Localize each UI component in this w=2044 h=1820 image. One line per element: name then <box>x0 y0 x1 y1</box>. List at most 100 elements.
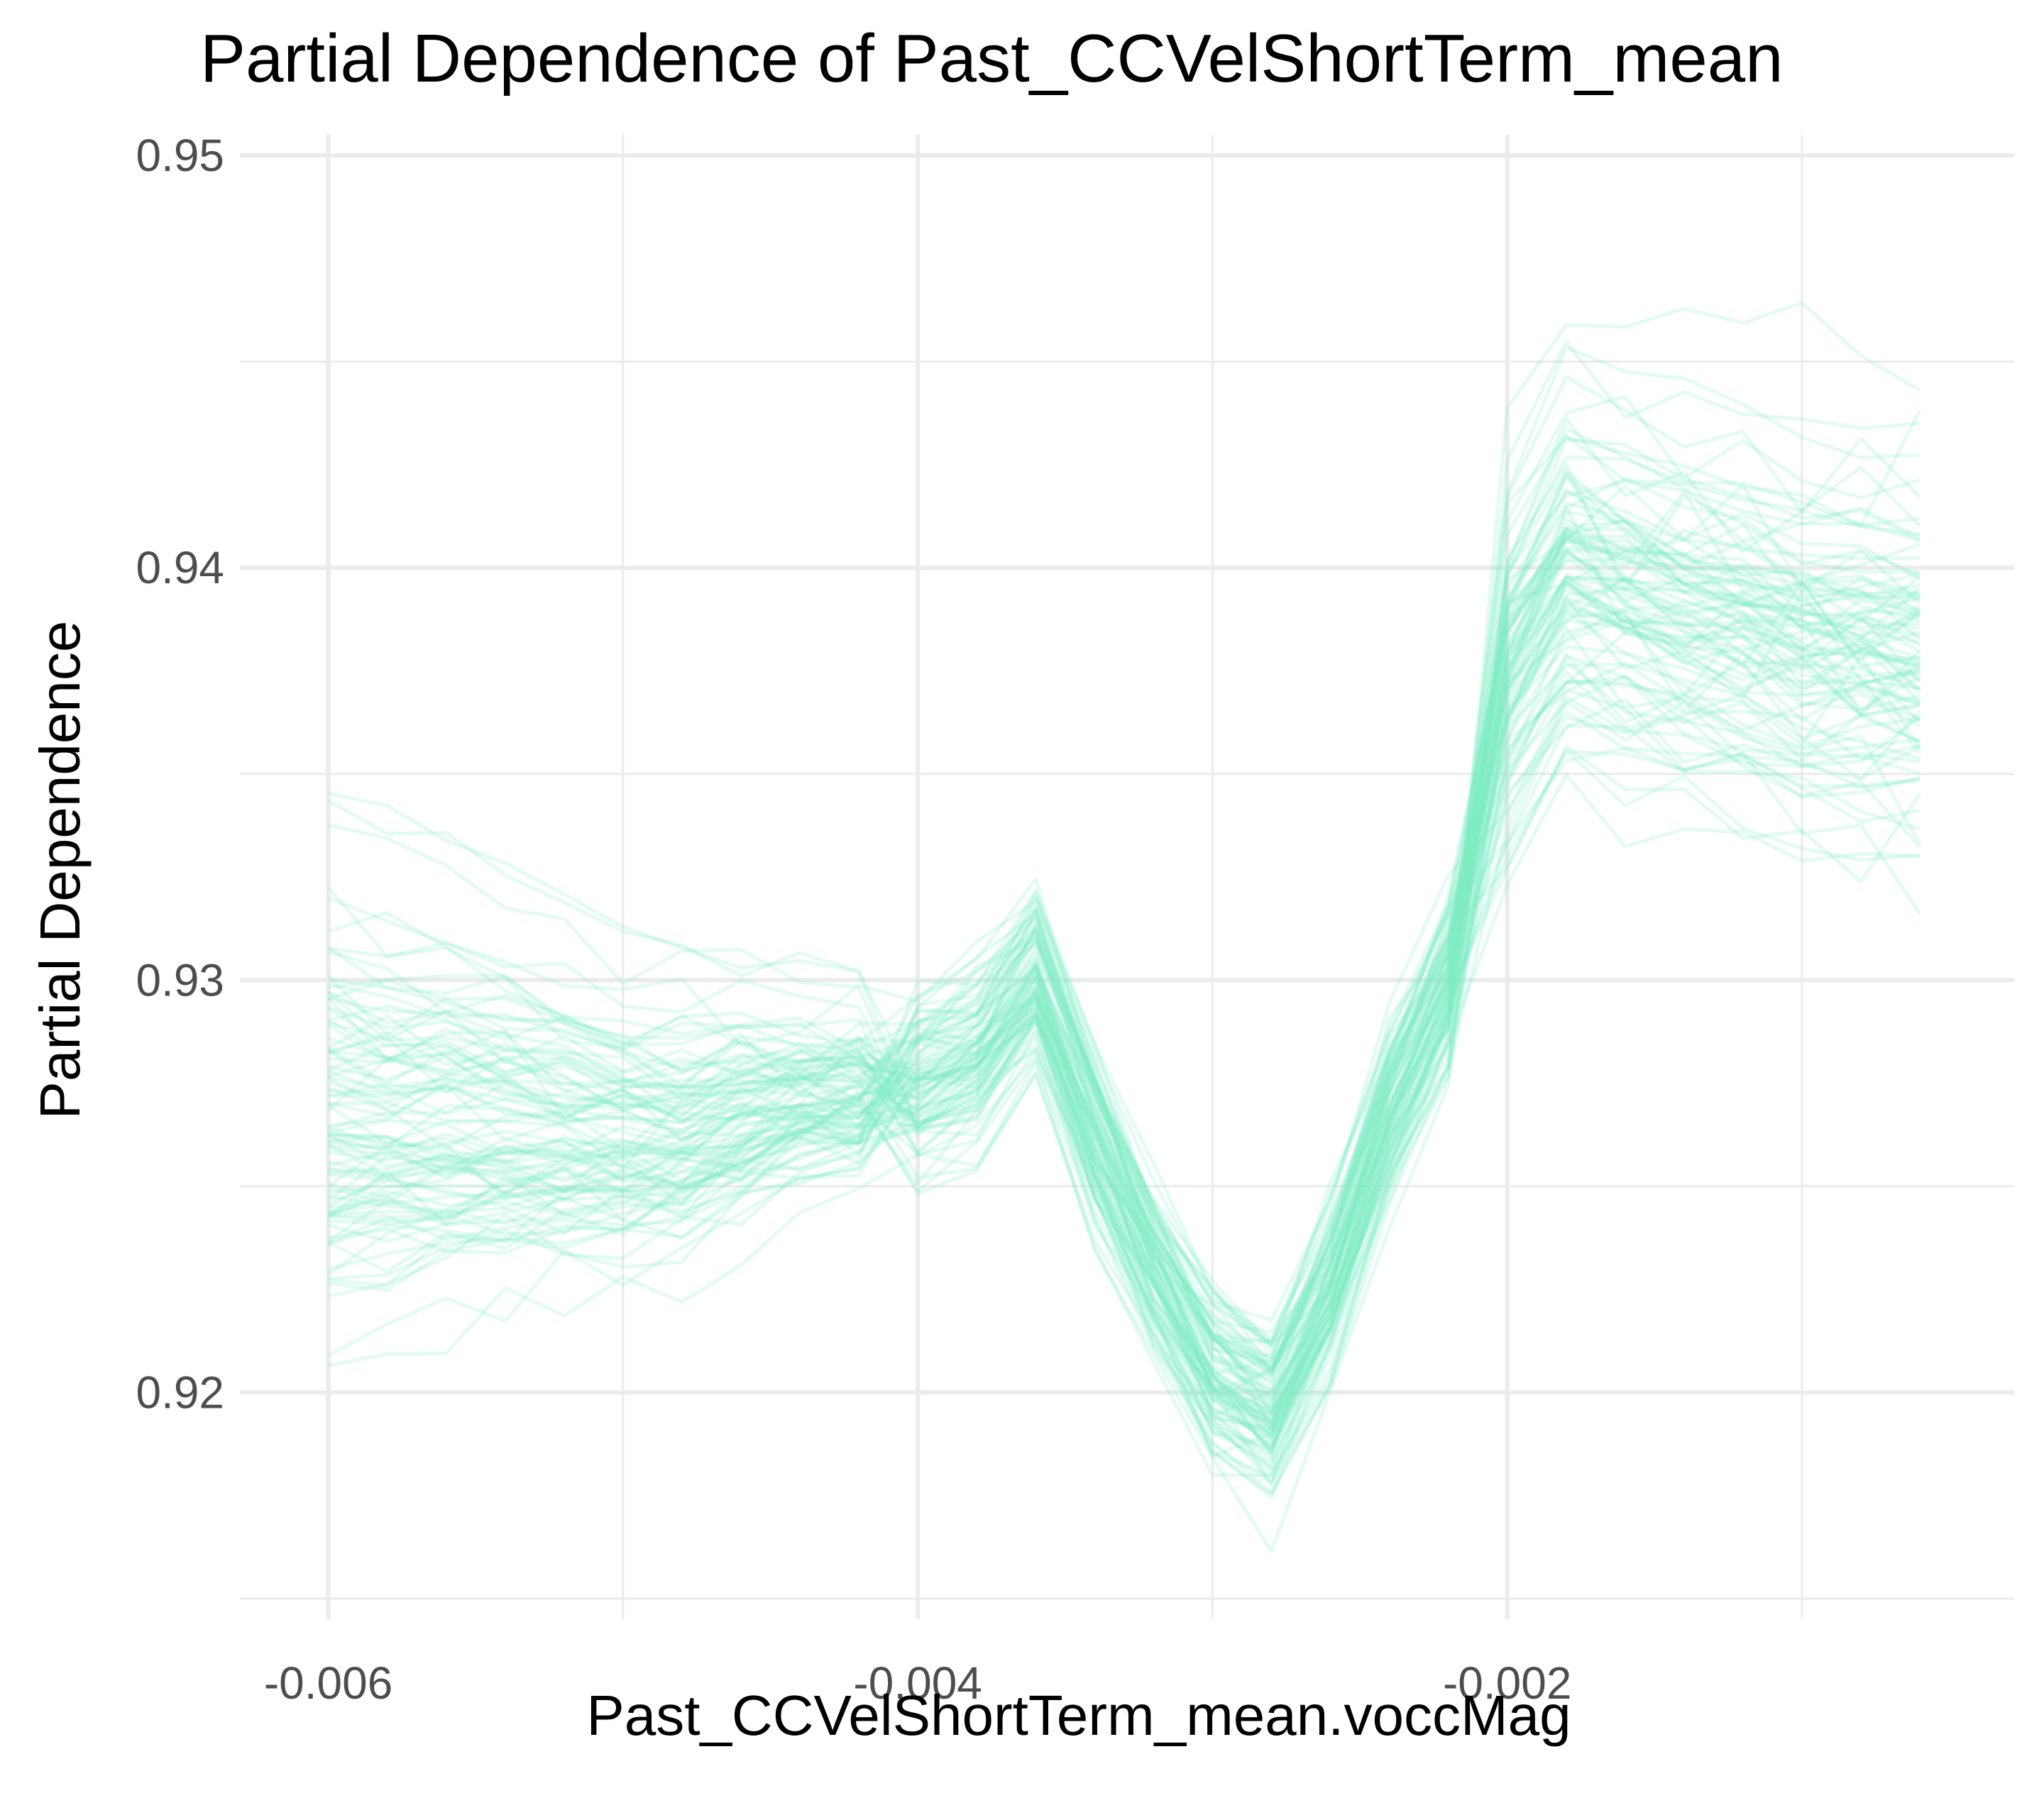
ice-line <box>327 596 1922 1433</box>
y-axis-ticks: 0.92 0.93 0.94 0.95 <box>136 130 224 1418</box>
ice-line <box>327 534 1921 1394</box>
ice-line <box>328 662 1921 1453</box>
ice-line <box>328 490 1921 1459</box>
ice-line <box>327 674 1921 1356</box>
ice-line <box>327 527 1921 1399</box>
ice-line <box>327 588 1921 1421</box>
ice-line <box>327 301 1921 1475</box>
x-tick-label: -0.004 <box>853 1658 982 1709</box>
ice-line <box>327 409 1922 1433</box>
ice-line <box>327 470 1921 1415</box>
ice-line <box>327 530 1921 1369</box>
ice-line <box>328 517 1921 1344</box>
ice-line <box>327 473 1921 1450</box>
ice-line <box>327 715 1921 1350</box>
ice-line <box>327 575 1921 1455</box>
ice-line <box>328 661 1921 1346</box>
ice-line <box>328 483 1921 1400</box>
ice-line <box>327 437 1921 1430</box>
ice-line <box>328 539 1921 1403</box>
ice-line <box>328 749 1921 1467</box>
major-gridlines <box>240 135 2014 1619</box>
y-tick-label: 0.94 <box>136 542 224 593</box>
ice-line <box>326 526 1921 1403</box>
ice-line <box>327 484 1921 1440</box>
ice-line <box>328 575 1921 1335</box>
ice-line <box>327 616 1921 1374</box>
ice-line <box>327 489 1921 1416</box>
ice-line <box>326 710 1921 1438</box>
ice-line <box>327 523 1921 1359</box>
ice-line <box>327 627 1922 1445</box>
ice-line <box>328 462 1921 1411</box>
ice-line <box>328 575 1921 1362</box>
ice-line <box>326 475 1921 1499</box>
ice-line <box>327 468 1921 1485</box>
x-axis-ticks: -0.006 -0.004 -0.002 <box>264 1658 1572 1709</box>
ice-line <box>328 590 1921 1408</box>
ice-line <box>328 577 1921 1418</box>
ice-line <box>327 744 1922 1411</box>
ice-line <box>327 746 1922 1417</box>
ice-line <box>327 610 1921 1495</box>
ice-line <box>327 688 1921 1416</box>
ice-line <box>327 549 1921 1404</box>
ice-line <box>328 434 1921 1430</box>
ice-line <box>328 509 1921 1447</box>
ice-line <box>328 602 1921 1409</box>
ice-line <box>328 552 1921 1401</box>
ice-line <box>327 748 1921 1370</box>
ice-line <box>328 547 1921 1342</box>
ice-line <box>328 534 1921 1373</box>
ice-line <box>328 653 1921 1450</box>
ice-line <box>328 395 1921 1440</box>
x-axis-label: Past_CCVelShortTerm_mean.voccMag <box>586 1684 1571 1747</box>
y-tick-label: 0.92 <box>136 1367 224 1418</box>
ice-line <box>328 580 1921 1384</box>
ice-line <box>328 375 1921 1423</box>
ice-line <box>328 662 1921 1347</box>
y-tick-label: 0.95 <box>136 130 224 181</box>
chart-title: Partial Dependence of Past_CCVelShortTer… <box>200 21 1784 96</box>
ice-line <box>327 417 1921 1454</box>
ice-line <box>328 340 1921 1452</box>
ice-line <box>327 679 1921 1471</box>
ice-line <box>327 533 1921 1422</box>
minor-gridlines <box>240 135 2014 1619</box>
ice-line <box>327 577 1921 1471</box>
ice-line <box>328 546 1921 1377</box>
ice-line <box>328 630 1921 1359</box>
ice-line <box>327 596 1921 1457</box>
ice-line <box>328 476 1921 1394</box>
ice-line <box>327 479 1921 1425</box>
ice-line <box>327 536 1921 1343</box>
ice-line <box>328 659 1921 1418</box>
ice-lines <box>326 301 1922 1553</box>
ice-line <box>328 526 1921 1380</box>
ice-line <box>327 426 1921 1431</box>
ice-line <box>328 675 1921 1377</box>
ice-line <box>328 700 1921 1413</box>
ice-line <box>327 501 1921 1372</box>
ice-line <box>328 537 1921 1369</box>
ice-line <box>327 556 1921 1459</box>
ice-line <box>326 575 1921 1372</box>
ice-line <box>328 605 1921 1425</box>
x-tick-label: -0.006 <box>264 1658 392 1709</box>
ice-line <box>327 519 1921 1344</box>
ice-line <box>327 455 1921 1425</box>
ice-line <box>328 618 1921 1432</box>
y-tick-label: 0.93 <box>136 954 224 1005</box>
ice-line <box>327 519 1921 1430</box>
ice-line <box>328 528 1921 1415</box>
ice-line <box>327 695 1921 1478</box>
ice-line <box>328 670 1921 1374</box>
ice-line <box>327 534 1921 1391</box>
y-axis-label: Partial Dependence <box>28 621 92 1120</box>
ice-line <box>327 573 1921 1426</box>
ice-line <box>328 605 1921 1322</box>
ice-line <box>328 539 1921 1438</box>
ice-line <box>327 548 1921 1484</box>
